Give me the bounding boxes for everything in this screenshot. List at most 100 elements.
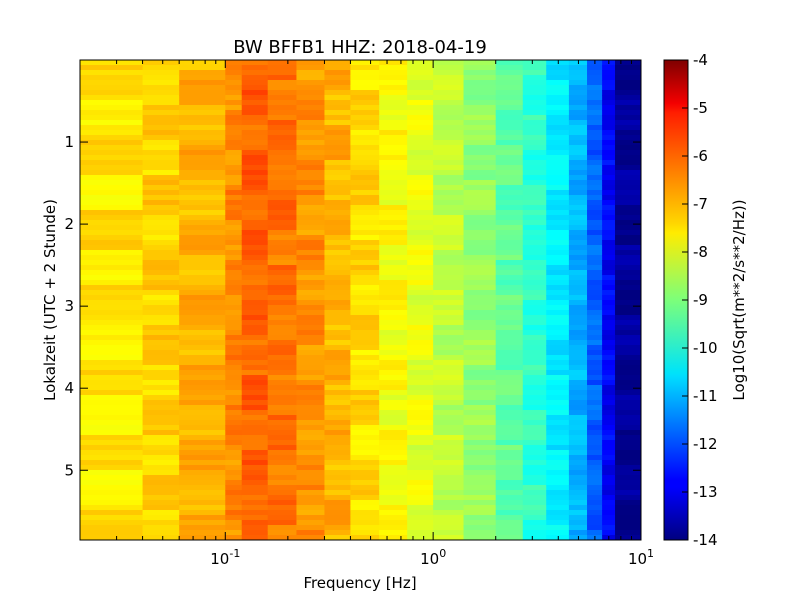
heatmap-cell: [463, 350, 497, 356]
heatmap-cell: [241, 275, 269, 281]
heatmap-cell: [495, 510, 524, 516]
heatmap-cell: [568, 290, 588, 296]
heatmap-cell: [324, 435, 352, 441]
heatmap-cell: [615, 115, 641, 121]
heatmap-cell: [241, 180, 269, 186]
heatmap-cell: [546, 145, 570, 151]
heatmap-cell: [433, 345, 465, 351]
heatmap-cell: [615, 455, 641, 461]
heatmap-cell: [324, 230, 352, 236]
heatmap-cell: [142, 530, 180, 536]
heatmap-cell: [267, 265, 298, 271]
heatmap-cell: [241, 255, 269, 261]
heatmap-cell: [379, 225, 408, 231]
heatmap-cell: [267, 515, 298, 521]
heatmap-cell: [463, 365, 497, 371]
heatmap-cell: [495, 490, 524, 496]
heatmap-cell: [267, 285, 298, 291]
heatmap-cell: [522, 270, 547, 276]
heatmap-cell: [225, 425, 243, 431]
heatmap-cell: [241, 165, 269, 171]
heatmap-cell: [142, 325, 180, 331]
heatmap-cell: [142, 110, 180, 116]
heatmap-cell: [267, 340, 298, 346]
heatmap-cell: [225, 180, 243, 186]
heatmap-cell: [296, 475, 326, 481]
heatmap-cell: [379, 265, 408, 271]
heatmap-cell: [241, 210, 269, 216]
heatmap-cell: [296, 205, 326, 211]
heatmap-cell: [546, 100, 570, 106]
heatmap-cell: [407, 255, 434, 261]
heatmap-cell: [568, 195, 588, 201]
heatmap-cell: [615, 155, 641, 161]
heatmap-cell: [407, 525, 434, 531]
heatmap-cell: [463, 170, 497, 176]
heatmap-cell: [267, 165, 298, 171]
heatmap-cell: [179, 225, 226, 231]
heatmap-cell: [495, 410, 524, 416]
heatmap-cell: [179, 110, 226, 116]
heatmap-cell: [241, 300, 269, 306]
heatmap-cell: [433, 165, 465, 171]
heatmap-cell: [241, 415, 269, 421]
heatmap-cell: [407, 455, 434, 461]
heatmap-cell: [615, 315, 641, 321]
heatmap-cell: [463, 385, 497, 391]
heatmap-cell: [179, 185, 226, 191]
heatmap-cell: [80, 525, 144, 531]
heatmap-cell: [296, 375, 326, 381]
colorbar-tick-label: -14: [693, 531, 718, 549]
heatmap-cell: [407, 130, 434, 136]
heatmap-cell: [379, 110, 408, 116]
heatmap-cell: [602, 160, 616, 166]
heatmap-cell: [267, 525, 298, 531]
heatmap-cell: [350, 405, 380, 411]
heatmap-cell: [587, 525, 603, 531]
heatmap-cell: [615, 80, 641, 86]
heatmap-cell: [80, 440, 144, 446]
heatmap-cell: [568, 365, 588, 371]
heatmap-cell: [546, 320, 570, 326]
heatmap-cell: [407, 165, 434, 171]
heatmap-cell: [267, 70, 298, 76]
heatmap-cell: [602, 430, 616, 436]
heatmap-cell: [407, 365, 434, 371]
heatmap-cell: [615, 230, 641, 236]
heatmap-cell: [324, 310, 352, 316]
heatmap-cell: [568, 165, 588, 171]
heatmap-cell: [568, 500, 588, 506]
heatmap-cell: [463, 130, 497, 136]
heatmap-cell: [142, 275, 180, 281]
heatmap-cell: [568, 160, 588, 166]
heatmap-cell: [267, 315, 298, 321]
heatmap-cell: [324, 185, 352, 191]
heatmap-cell: [379, 280, 408, 286]
heatmap-cell: [522, 80, 547, 86]
heatmap-cell: [615, 195, 641, 201]
heatmap-cell: [495, 385, 524, 391]
heatmap-cell: [379, 485, 408, 491]
heatmap-cell: [80, 380, 144, 386]
heatmap-cell: [241, 305, 269, 311]
heatmap-cell: [546, 500, 570, 506]
heatmap-cell: [296, 70, 326, 76]
heatmap-cell: [142, 505, 180, 511]
heatmap-cell: [142, 520, 180, 526]
heatmap-cell: [80, 410, 144, 416]
heatmap-cell: [379, 310, 408, 316]
heatmap-cell: [324, 115, 352, 121]
heatmap-cell: [142, 180, 180, 186]
heatmap-cell: [615, 280, 641, 286]
heatmap-cell: [433, 175, 465, 181]
heatmap-cell: [407, 480, 434, 486]
heatmap-cell: [495, 515, 524, 521]
heatmap-cell: [80, 275, 144, 281]
heatmap-cell: [433, 180, 465, 186]
heatmap-cell: [495, 470, 524, 476]
heatmap-cell: [495, 175, 524, 181]
heatmap-cell: [225, 465, 243, 471]
heatmap-cell: [80, 340, 144, 346]
heatmap-cell: [587, 355, 603, 361]
heatmap-cell: [602, 280, 616, 286]
